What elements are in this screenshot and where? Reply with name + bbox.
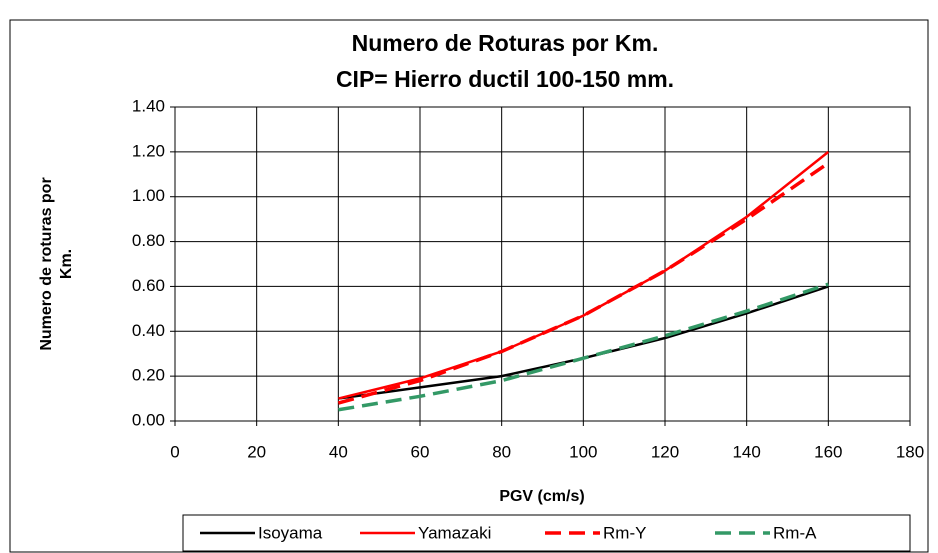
legend-label: Yamazaki — [418, 523, 491, 542]
x-tick-label: 0 — [170, 442, 179, 461]
x-tick-label: 180 — [896, 442, 924, 461]
x-tick-label: 60 — [411, 442, 430, 461]
chart-title: Numero de Roturas por Km. — [352, 30, 659, 56]
x-tick-label: 80 — [492, 442, 511, 461]
series-line — [338, 282, 829, 412]
y-axis-label-line: Km. — [58, 249, 75, 279]
legend-label: Isoyama — [258, 523, 323, 542]
series-line — [337, 161, 830, 405]
x-tick-label: 20 — [247, 442, 266, 461]
chart-title: CIP= Hierro ductil 100-150 mm. — [336, 66, 674, 92]
y-tick-label: 0.80 — [132, 231, 165, 250]
y-tick-label: 0.00 — [132, 410, 165, 429]
x-tick-label: 100 — [569, 442, 597, 461]
y-tick-label: 1.20 — [132, 141, 165, 160]
y-tick-label: 1.00 — [132, 186, 165, 205]
legend-label: Rm-Y — [603, 523, 646, 542]
y-tick-label: 0.60 — [132, 276, 165, 295]
x-axis-label: PGV (cm/s) — [499, 488, 584, 505]
x-tick-label: 160 — [814, 442, 842, 461]
series-line — [338, 150, 830, 400]
plot-area — [175, 107, 910, 421]
y-axis-label-line: Numero de roturas por — [38, 177, 55, 350]
x-tick-label: 120 — [651, 442, 679, 461]
x-tick-label: 40 — [329, 442, 348, 461]
y-tick-label: 0.20 — [132, 366, 165, 385]
y-tick-label: 0.40 — [132, 321, 165, 340]
y-tick-label: 1.40 — [132, 96, 165, 115]
plot-border — [174, 106, 911, 422]
legend-label: Rm-A — [773, 523, 817, 542]
y-axis-label: Numero de roturas por Km. — [38, 177, 75, 350]
x-tick-label: 140 — [732, 442, 760, 461]
